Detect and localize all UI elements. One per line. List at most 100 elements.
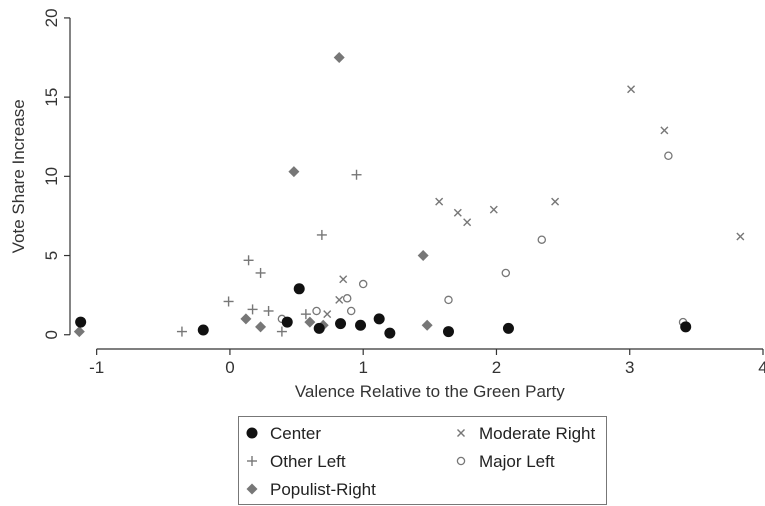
- x-tick-label: 2: [492, 358, 501, 377]
- point-moderate-right: [463, 218, 472, 227]
- marker-shape: [312, 306, 321, 316]
- data-points: [73, 52, 745, 339]
- x-tick-label: 4: [758, 358, 765, 377]
- point-other-left: [176, 326, 187, 337]
- point-center: [197, 324, 209, 336]
- point-major-left: [312, 306, 321, 316]
- point-other-left: [316, 229, 327, 240]
- marker-shape: [346, 306, 356, 316]
- y-tick-label: 10: [42, 167, 61, 186]
- point-moderate-right: [323, 310, 332, 319]
- point-moderate-right: [627, 85, 636, 94]
- point-moderate-right: [736, 232, 745, 241]
- marker-shape: [384, 327, 396, 339]
- point-other-left: [263, 305, 274, 316]
- x-tick-label: 1: [358, 358, 367, 377]
- y-tick-label: 15: [42, 88, 61, 107]
- point-populist-right: [288, 166, 300, 178]
- point-moderate-right: [335, 295, 344, 304]
- series-moderate-right: [323, 85, 745, 319]
- point-other-left: [300, 309, 311, 320]
- legend-marker: [456, 456, 466, 466]
- marker-stroke: [660, 126, 669, 135]
- marker-stroke: [453, 208, 462, 217]
- y-tick-label: 0: [42, 330, 61, 339]
- point-center: [335, 318, 347, 330]
- point-center: [442, 326, 454, 338]
- marker-shape: [304, 316, 316, 328]
- point-major-left: [358, 279, 368, 289]
- point-moderate-right: [660, 126, 669, 135]
- axes: 0 5 10 15 20 -1 0 1 2 3 4: [42, 8, 765, 377]
- legend-marker: [246, 427, 258, 439]
- marker-shape: [246, 483, 258, 495]
- x-axis-title: Valence Relative to the Green Party: [295, 382, 565, 401]
- marker-shape: [664, 151, 673, 160]
- point-populist-right: [417, 250, 429, 262]
- marker-shape: [421, 319, 433, 331]
- legend-label: Moderate Right: [479, 424, 596, 443]
- marker-shape: [502, 322, 514, 334]
- legend-marker: [246, 483, 258, 495]
- point-major-left: [537, 235, 547, 244]
- legend-item-major-left: Major Left: [456, 452, 555, 471]
- point-moderate-right: [339, 275, 348, 284]
- legend-item-other-left: Other Left: [247, 452, 346, 471]
- marker-shape: [73, 326, 85, 338]
- point-other-left: [243, 255, 254, 266]
- marker-stroke: [627, 85, 636, 94]
- marker-shape: [442, 326, 454, 338]
- marker-shape: [342, 294, 352, 303]
- point-center: [75, 316, 87, 328]
- marker-shape: [240, 313, 252, 325]
- point-center: [680, 321, 692, 333]
- marker-shape: [281, 316, 293, 328]
- point-major-left: [346, 306, 356, 316]
- point-populist-right: [73, 326, 85, 338]
- point-major-left: [664, 151, 673, 160]
- x-tick-label: -1: [89, 358, 104, 377]
- point-other-left: [223, 296, 234, 307]
- marker-shape: [417, 250, 429, 262]
- legend-box: [238, 416, 607, 505]
- point-center: [313, 322, 325, 334]
- series-other-left: [176, 169, 362, 337]
- marker-shape: [373, 313, 385, 325]
- marker-stroke: [457, 429, 465, 437]
- point-populist-right: [333, 52, 345, 64]
- legend: Center Moderate Right Other Left Major Left…: [238, 416, 607, 505]
- marker-stroke: [489, 205, 498, 214]
- point-other-left: [247, 304, 258, 315]
- marker-shape: [75, 316, 87, 328]
- point-other-left: [276, 326, 287, 337]
- legend-marker: [457, 429, 465, 437]
- marker-stroke: [551, 197, 560, 206]
- y-axis-title: Vote Share Increase: [9, 99, 28, 253]
- point-other-left: [255, 267, 266, 278]
- point-major-left: [444, 295, 453, 305]
- point-center: [502, 322, 514, 334]
- point-moderate-right: [453, 208, 462, 217]
- legend-item-moderate-right: Moderate Right: [457, 424, 596, 443]
- point-moderate-right: [489, 205, 498, 214]
- marker-shape: [444, 295, 453, 305]
- marker-shape: [537, 235, 547, 244]
- point-moderate-right: [551, 197, 560, 206]
- point-center: [373, 313, 385, 325]
- point-moderate-right: [435, 197, 444, 206]
- legend-label: Other Left: [270, 452, 346, 471]
- y-tick-label: 5: [42, 251, 61, 260]
- marker-shape: [501, 268, 511, 278]
- marker-shape: [333, 52, 345, 64]
- marker-stroke: [335, 295, 344, 304]
- point-other-left: [351, 169, 362, 180]
- legend-item-center: Center: [246, 424, 321, 443]
- legend-label: Populist-Right: [270, 480, 376, 499]
- x-tick-label: 0: [225, 358, 234, 377]
- point-center: [293, 283, 305, 295]
- marker-stroke: [736, 232, 745, 241]
- marker-shape: [255, 321, 267, 333]
- marker-shape: [313, 322, 325, 334]
- legend-marker: [247, 456, 257, 466]
